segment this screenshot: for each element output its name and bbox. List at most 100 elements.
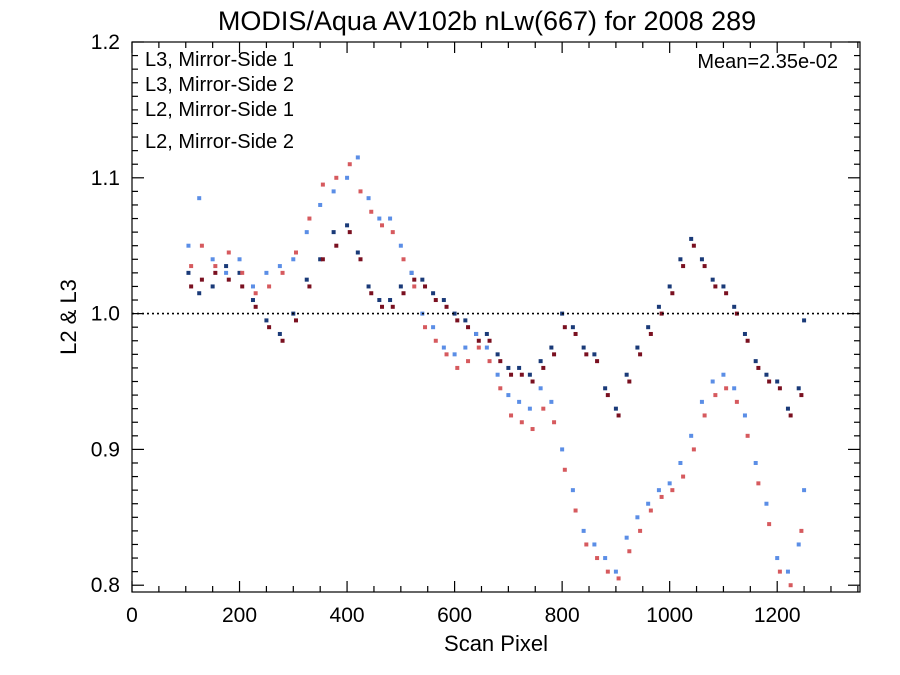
data-point-s3-0 <box>189 264 194 269</box>
data-point-s1-24 <box>476 338 481 343</box>
data-point-s1-53 <box>788 413 793 418</box>
data-point-s2-18 <box>409 270 414 275</box>
data-point-s0-0 <box>186 270 191 275</box>
data-point-s1-13 <box>358 257 363 262</box>
data-points <box>186 155 807 588</box>
data-point-s3-33 <box>573 508 578 513</box>
data-point-s3-40 <box>648 508 653 513</box>
data-point-s1-10 <box>320 257 325 262</box>
plot-frame <box>131 41 861 593</box>
data-point-s0-15 <box>377 298 382 303</box>
data-point-s2-34 <box>581 528 586 533</box>
data-point-s1-49 <box>745 338 750 343</box>
data-point-s2-29 <box>527 406 532 411</box>
data-point-s3-1 <box>199 243 204 248</box>
data-point-s2-28 <box>517 399 522 404</box>
data-point-s2-20 <box>431 325 436 330</box>
data-point-s2-43 <box>678 460 683 465</box>
y-tick-label: 1.2 <box>91 31 120 54</box>
data-point-s1-39 <box>638 352 643 357</box>
data-point-s0-40 <box>646 325 651 330</box>
data-point-s2-13 <box>355 155 360 160</box>
data-point-s1-20 <box>433 298 438 303</box>
data-point-s0-17 <box>398 284 403 289</box>
data-point-s1-2 <box>213 270 218 275</box>
data-point-s0-44 <box>689 236 694 241</box>
data-point-s2-27 <box>506 393 511 398</box>
data-point-s0-42 <box>667 284 672 289</box>
data-point-s3-9 <box>307 216 312 221</box>
data-point-s0-38 <box>624 372 629 377</box>
y-axis-label: L2 & L3 <box>56 279 81 355</box>
data-point-s3-20 <box>433 338 438 343</box>
data-point-s2-39 <box>635 515 640 520</box>
data-point-s0-10 <box>318 257 323 262</box>
data-point-s2-12 <box>345 175 350 180</box>
data-point-s3-6 <box>267 284 272 289</box>
legend-entry-l3-ms1: L3, Mirror-Side 1 <box>145 49 294 71</box>
data-point-s2-44 <box>689 433 694 438</box>
legend-entry-l2-ms2: L2, Mirror-Side 2 <box>145 131 294 153</box>
data-point-s3-12 <box>347 162 352 167</box>
data-point-s1-17 <box>401 291 406 296</box>
data-point-s3-16 <box>390 230 395 235</box>
data-point-s1-11 <box>334 243 339 248</box>
data-point-s2-9 <box>304 230 309 235</box>
data-point-s3-32 <box>562 467 567 472</box>
data-point-s3-29 <box>530 427 535 432</box>
data-point-s0-54 <box>796 386 801 391</box>
data-point-s2-52 <box>775 556 780 561</box>
data-point-s3-14 <box>369 209 374 214</box>
data-point-s1-40 <box>648 331 653 336</box>
data-point-s0-55 <box>802 318 807 323</box>
data-point-s2-14 <box>366 196 371 201</box>
data-point-s2-11 <box>331 189 336 194</box>
data-point-s1-12 <box>347 230 352 235</box>
data-point-s1-50 <box>756 365 761 370</box>
data-point-s1-34 <box>584 352 589 357</box>
data-point-s3-44 <box>691 447 696 452</box>
data-point-s3-4 <box>240 270 245 275</box>
y-tick-label: 0.8 <box>91 574 120 597</box>
data-point-s3-30 <box>541 406 546 411</box>
data-point-s3-10 <box>320 182 325 187</box>
data-point-s2-41 <box>656 488 661 493</box>
data-point-s3-21 <box>444 352 449 357</box>
data-point-s3-37 <box>616 576 621 581</box>
data-point-s0-33 <box>570 325 575 330</box>
data-point-s2-15 <box>377 216 382 221</box>
data-point-s0-50 <box>753 359 758 364</box>
data-point-s0-7 <box>277 331 282 336</box>
data-point-s2-4 <box>237 257 242 262</box>
data-point-s0-27 <box>506 365 511 370</box>
data-point-s2-6 <box>264 270 269 275</box>
data-point-s3-17 <box>401 257 406 262</box>
data-point-s3-19 <box>423 325 428 330</box>
data-point-s3-53 <box>788 583 793 588</box>
data-point-s1-14 <box>369 291 374 296</box>
data-point-s0-52 <box>775 379 780 384</box>
data-point-s1-41 <box>659 311 664 316</box>
data-point-s2-40 <box>646 501 651 506</box>
data-point-s3-11 <box>334 175 339 180</box>
data-point-s1-27 <box>509 372 514 377</box>
data-point-s0-19 <box>420 277 425 282</box>
x-axis-label: Scan Pixel <box>444 631 548 656</box>
data-point-s3-51 <box>767 522 772 527</box>
mean-annotation: Mean=2.35e-02 <box>697 51 838 73</box>
data-point-s0-53 <box>785 406 790 411</box>
data-point-s1-9 <box>307 284 312 289</box>
data-point-s3-34 <box>584 542 589 547</box>
data-point-s2-5 <box>250 284 255 289</box>
data-point-s0-35 <box>592 352 597 357</box>
data-point-s2-55 <box>802 488 807 493</box>
data-point-s2-31 <box>549 399 554 404</box>
data-point-s3-49 <box>745 433 750 438</box>
y-tick-label: 1.1 <box>91 167 120 190</box>
data-point-s3-45 <box>702 413 707 418</box>
data-point-s1-31 <box>552 352 557 357</box>
legend-entry-l2-ms1: L2, Mirror-Side 1 <box>145 99 294 121</box>
data-point-s3-31 <box>552 420 557 425</box>
x-tick-label: 200 <box>222 604 257 627</box>
data-point-s2-17 <box>398 243 403 248</box>
